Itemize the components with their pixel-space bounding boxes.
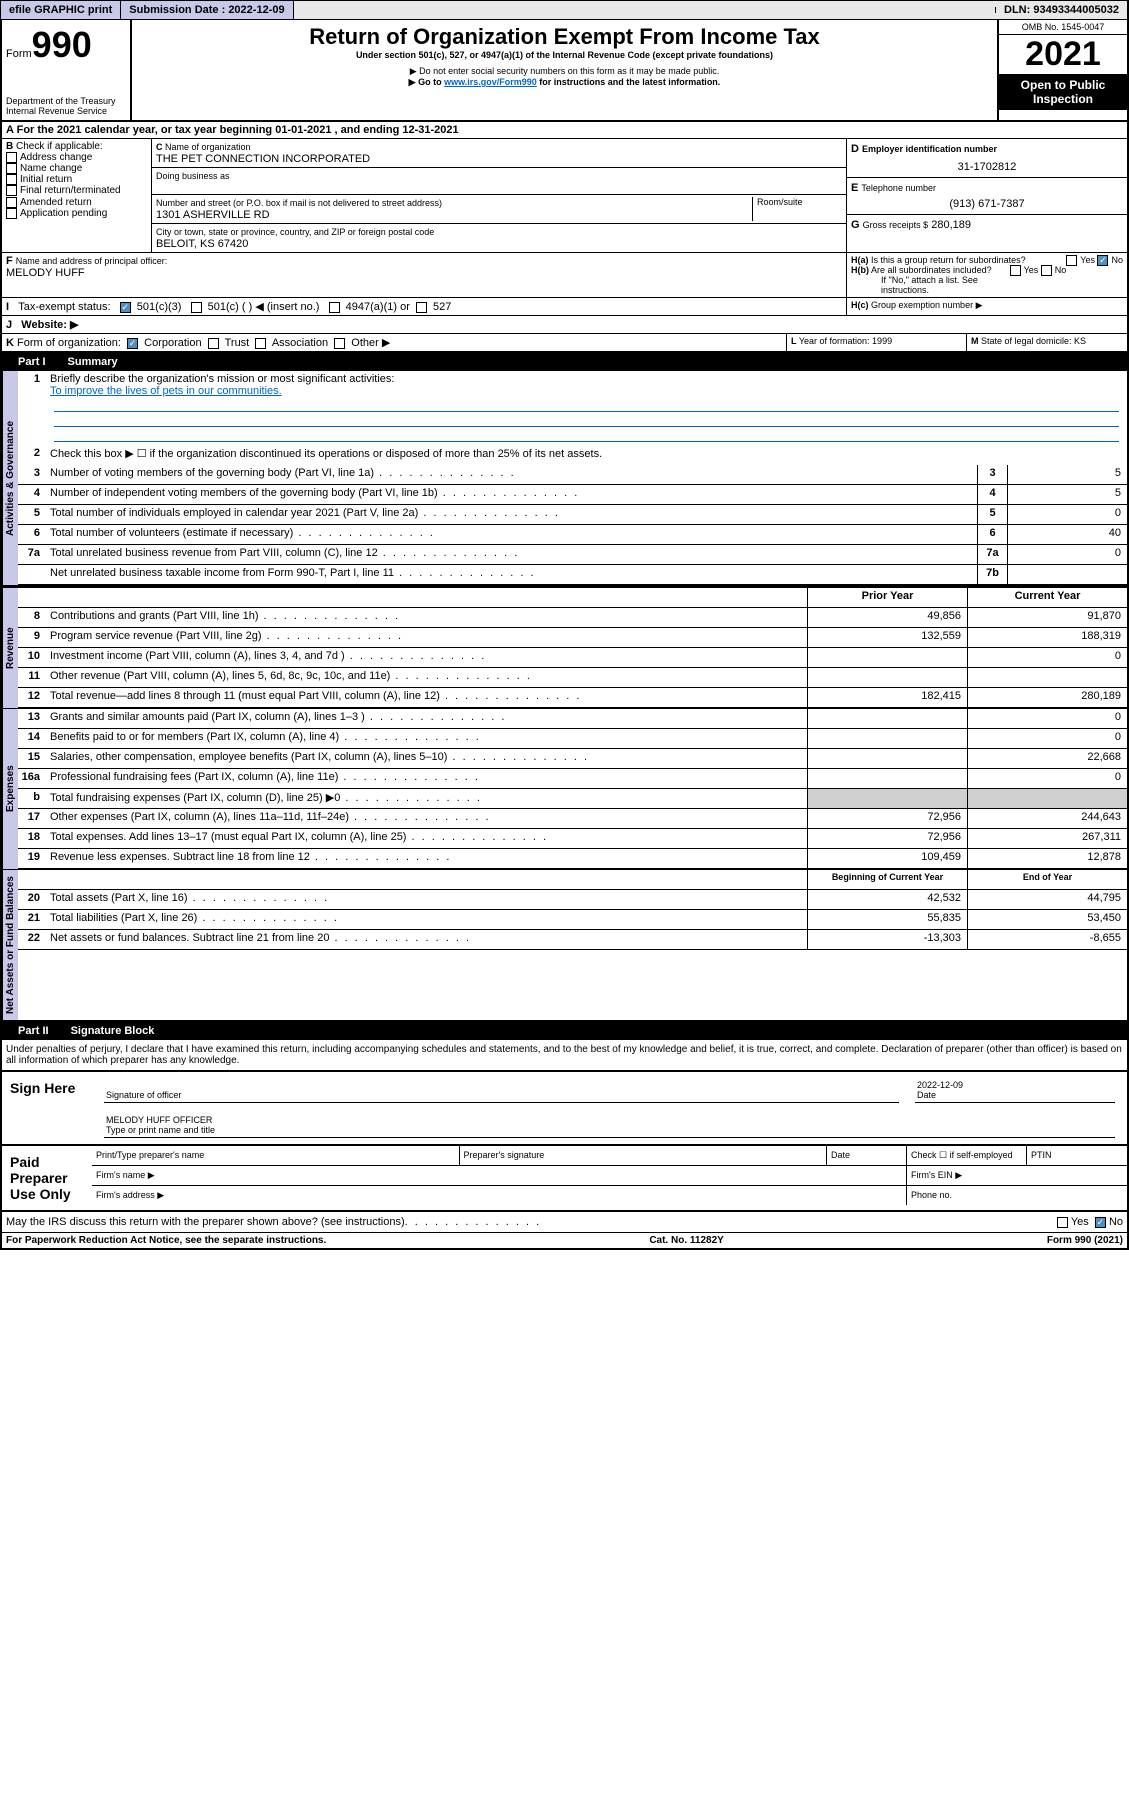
part-2-header: Part II Signature Block xyxy=(0,1022,1129,1040)
officer-group-row: F Name and address of principal officer:… xyxy=(0,253,1129,298)
dept-treasury: Department of the Treasury xyxy=(6,96,126,106)
part-1-header: Part I Summary xyxy=(0,353,1129,371)
paid-preparer-block: Paid Preparer Use Only Print/Type prepar… xyxy=(0,1146,1129,1212)
gross-receipts: 280,189 xyxy=(931,219,971,231)
tax-year: 2021 xyxy=(999,34,1127,74)
calendar-year-row: A For the 2021 calendar year, or tax yea… xyxy=(0,122,1129,139)
ein: 31-1702812 xyxy=(851,161,1123,173)
footer: For Paperwork Reduction Act Notice, see … xyxy=(0,1233,1129,1250)
penalty-text: Under penalties of perjury, I declare th… xyxy=(0,1040,1129,1070)
open-inspection: Open to Public Inspection xyxy=(999,74,1127,110)
identity-block: B Check if applicable: Address change Na… xyxy=(0,139,1129,253)
form-title: Return of Organization Exempt From Incom… xyxy=(140,24,989,50)
org-name: THE PET CONNECTION INCORPORATED xyxy=(156,153,370,165)
discuss-row: May the IRS discuss this return with the… xyxy=(0,1212,1129,1233)
subtitle-3: ▶ Go to www.irs.gov/Form990 for instruct… xyxy=(140,77,989,88)
submission-date: Submission Date : 2022-12-09 xyxy=(121,1,293,19)
irs-link[interactable]: www.irs.gov/Form990 xyxy=(444,77,537,87)
dln: DLN: 93493344005032 xyxy=(996,1,1128,19)
sign-here-block: Sign Here Signature of officer 2022-12-0… xyxy=(0,1070,1129,1146)
vlabel-revenue: Revenue xyxy=(2,588,18,708)
vlabel-net-assets: Net Assets or Fund Balances xyxy=(2,870,18,1020)
vlabel-expenses: Expenses xyxy=(2,709,18,869)
summary-table: Activities & Governance 1 Briefly descri… xyxy=(0,371,1129,1022)
mission-text: To improve the lives of pets in our comm… xyxy=(50,385,282,397)
principal-officer: MELODY HUFF xyxy=(6,267,85,279)
tax-exempt-row: I Tax-exempt status: 501(c)(3) 501(c) ( … xyxy=(0,298,1129,316)
officer-name: MELODY HUFF OFFICER xyxy=(106,1115,212,1125)
subtitle-1: Under section 501(c), 527, or 4947(a)(1)… xyxy=(140,50,989,60)
street-address: 1301 ASHERVILLE RD xyxy=(156,209,270,221)
vlabel-governance: Activities & Governance xyxy=(2,371,18,585)
k-l-m-row: K Form of organization: Corporation Trus… xyxy=(0,334,1129,353)
form-word: Form xyxy=(6,48,32,60)
form-number: 990 xyxy=(32,24,92,65)
subtitle-2: ▶ Do not enter social security numbers o… xyxy=(140,66,989,77)
top-bar: efile GRAPHIC print Submission Date : 20… xyxy=(0,0,1129,20)
phone: (913) 671-7387 xyxy=(851,198,1123,210)
irs-label: Internal Revenue Service xyxy=(6,106,126,116)
city-state-zip: BELOIT, KS 67420 xyxy=(156,238,248,250)
website-row: J Website: ▶ xyxy=(0,316,1129,334)
efile-button[interactable]: efile GRAPHIC print xyxy=(1,1,121,19)
form-header: Form990 Department of the Treasury Inter… xyxy=(0,20,1129,122)
omb-number: OMB No. 1545-0047 xyxy=(999,20,1127,34)
